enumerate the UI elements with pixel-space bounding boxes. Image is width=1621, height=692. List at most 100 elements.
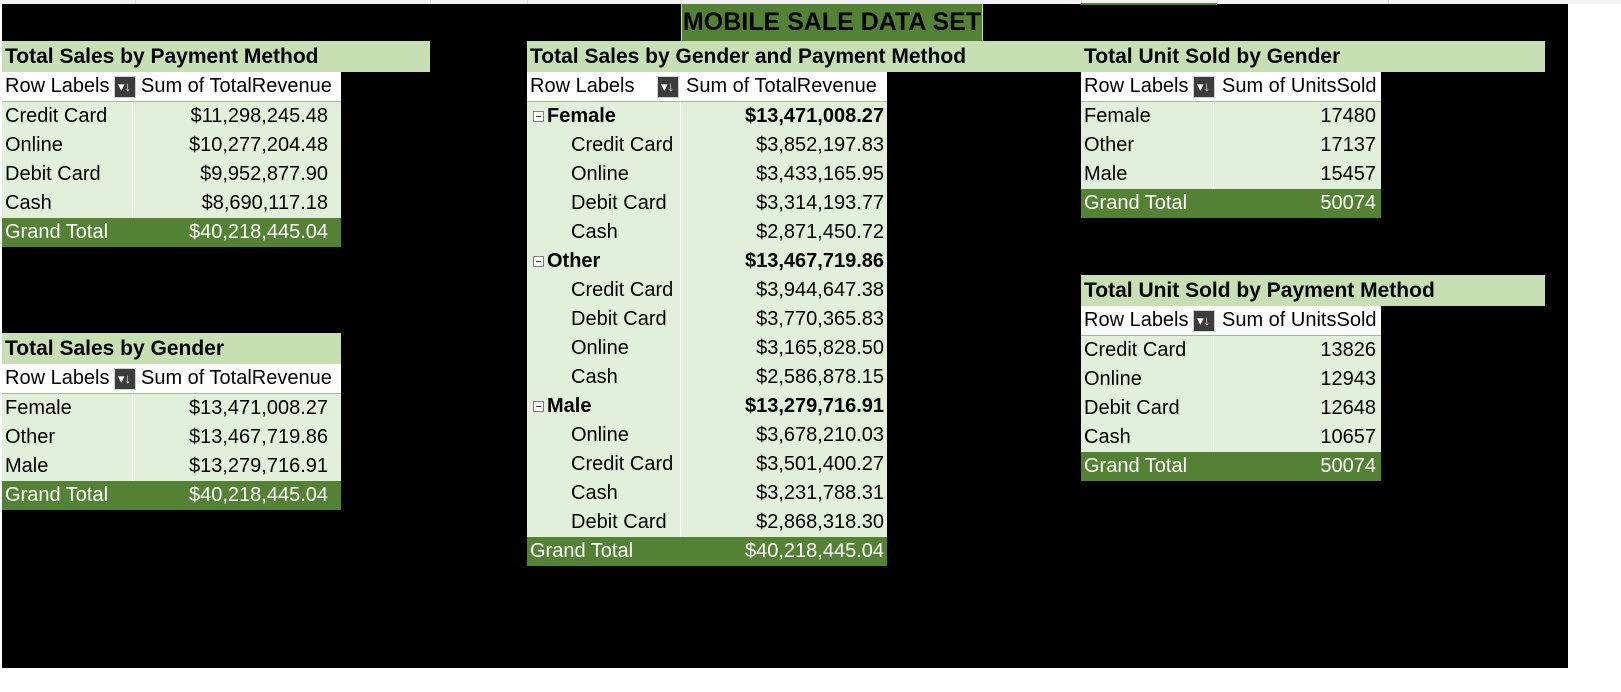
pivot-sales-by-gender[interactable]: Total Sales by Gender Row Labels ▾↓ Sum … <box>2 333 341 510</box>
data-row[interactable]: Online $10,277,204.48 <box>2 131 341 160</box>
pivot-sales-by-gender-and-payment[interactable]: Total Sales by Gender and Payment Method… <box>527 41 1081 566</box>
grand-total-row[interactable]: Grand Total $40,218,445.04 <box>2 218 341 247</box>
grand-total-row[interactable]: Grand Total $40,218,445.04 <box>527 537 887 566</box>
data-row[interactable]: Credit Card 13826 <box>1081 336 1381 365</box>
row-label-cell[interactable]: Debit Card <box>527 189 681 218</box>
value-cell[interactable]: $3,852,197.83 <box>756 134 884 156</box>
data-row[interactable]: Male 15457 <box>1081 160 1381 189</box>
data-row[interactable]: Credit Card $3,852,197.83 <box>527 131 887 160</box>
value-cell[interactable]: 50074 <box>1320 455 1376 477</box>
pivot-title[interactable]: Total Sales by Gender <box>2 333 341 364</box>
row-label-cell[interactable]: Credit Card <box>527 276 681 305</box>
row-labels-header[interactable]: Row Labels ▾↓ <box>2 72 139 101</box>
value-header[interactable]: Sum of TotalRevenue <box>686 75 877 97</box>
value-cell[interactable]: 15457 <box>1320 163 1376 185</box>
row-label-cell[interactable]: Online <box>1081 365 1214 394</box>
data-row[interactable]: Debit Card $9,952,877.90 <box>2 160 341 189</box>
data-row[interactable]: Other $13,467,719.86 <box>2 423 341 452</box>
value-cell[interactable]: $40,218,445.04 <box>744 540 884 562</box>
pivot-units-by-payment[interactable]: Total Unit Sold by Payment Method Row La… <box>1081 275 1545 481</box>
row-labels-header[interactable]: Row Labels ▾↓ <box>527 72 684 101</box>
data-row[interactable]: Debit Card $3,314,193.77 <box>527 189 887 218</box>
collapse-minus-icon[interactable] <box>533 401 544 413</box>
data-row[interactable]: Male $13,279,716.91 <box>2 452 341 481</box>
collapse-minus-icon[interactable] <box>533 111 544 123</box>
data-row[interactable]: Online 12943 <box>1081 365 1381 394</box>
row-label-cell[interactable]: Grand Total <box>1081 189 1214 218</box>
value-cell[interactable]: $3,231,788.31 <box>756 482 884 504</box>
value-cell[interactable]: $9,952,877.90 <box>200 163 328 185</box>
pivot-title[interactable]: Total Unit Sold by Payment Method <box>1081 275 1545 306</box>
value-cell[interactable]: $3,433,165.95 <box>756 163 884 185</box>
pivot-title[interactable]: Total Sales by Gender and Payment Method <box>527 41 1081 72</box>
value-cell[interactable]: $13,471,008.27 <box>744 105 884 127</box>
value-cell[interactable]: $3,314,193.77 <box>756 192 884 214</box>
value-cell[interactable]: $2,871,450.72 <box>756 221 884 243</box>
data-row[interactable]: Cash 10657 <box>1081 423 1381 452</box>
data-row[interactable]: Debit Card $3,770,365.83 <box>527 305 887 334</box>
data-row[interactable]: Credit Card $11,298,245.48 <box>2 102 341 131</box>
row-label-cell[interactable]: Cash <box>527 218 681 247</box>
row-labels-header[interactable]: Row Labels ▾↓ <box>1081 306 1220 335</box>
row-label-cell[interactable]: Debit Card <box>527 508 681 537</box>
value-cell[interactable]: $40,218,445.04 <box>188 221 328 243</box>
value-cell[interactable]: $2,868,318.30 <box>756 511 884 533</box>
data-row[interactable]: Other 17137 <box>1081 131 1381 160</box>
data-row[interactable]: Female $13,471,008.27 <box>2 394 341 423</box>
row-label-cell[interactable]: Cash <box>1081 423 1214 452</box>
filter-dropdown-icon[interactable]: ▾↓ <box>113 75 136 98</box>
value-cell[interactable]: $3,165,828.50 <box>756 337 884 359</box>
row-label-cell[interactable]: Credit Card <box>2 102 133 131</box>
row-label-cell[interactable]: Credit Card <box>1081 336 1214 365</box>
pivot-title[interactable]: Total Sales by Payment Method <box>2 41 430 72</box>
row-label-cell[interactable]: Female <box>1081 102 1214 131</box>
data-row[interactable]: Debit Card $2,868,318.30 <box>527 508 887 537</box>
value-cell[interactable]: $3,770,365.83 <box>756 308 884 330</box>
row-label-cell[interactable]: Credit Card <box>527 131 681 160</box>
row-label-cell[interactable]: Male <box>2 452 133 481</box>
row-label-cell[interactable]: Credit Card <box>527 450 681 479</box>
row-label-cell[interactable]: Online <box>527 421 681 450</box>
row-label-cell[interactable]: Debit Card <box>2 160 133 189</box>
row-labels-header[interactable]: Row Labels ▾↓ <box>1081 72 1220 101</box>
data-row[interactable]: Cash $2,871,450.72 <box>527 218 887 247</box>
value-cell[interactable]: $13,467,719.86 <box>188 426 328 448</box>
data-row[interactable]: Online $3,165,828.50 <box>527 334 887 363</box>
value-cell[interactable]: $10,277,204.48 <box>188 134 328 156</box>
group-row[interactable]: Male $13,279,716.91 <box>527 392 887 421</box>
row-label-cell[interactable]: Online <box>527 160 681 189</box>
value-header[interactable]: Sum of UnitsSold <box>1222 75 1377 97</box>
row-labels-header[interactable]: Row Labels ▾↓ <box>2 364 139 393</box>
value-cell[interactable]: $13,279,716.91 <box>744 395 884 417</box>
data-row[interactable]: Cash $3,231,788.31 <box>527 479 887 508</box>
filter-dropdown-icon[interactable]: ▾↓ <box>113 367 136 390</box>
value-header[interactable]: Sum of TotalRevenue <box>141 367 332 389</box>
data-row[interactable]: Online $3,433,165.95 <box>527 160 887 189</box>
row-label-cell[interactable]: Male <box>1081 160 1214 189</box>
value-cell[interactable]: $2,586,878.15 <box>756 366 884 388</box>
value-cell[interactable]: $11,298,245.48 <box>190 105 328 127</box>
value-cell[interactable]: 10657 <box>1320 426 1376 448</box>
row-label-cell[interactable]: Debit Card <box>527 305 681 334</box>
row-label-cell[interactable]: Grand Total <box>2 218 133 247</box>
data-row[interactable]: Cash $2,586,878.15 <box>527 363 887 392</box>
pivot-title[interactable]: Total Unit Sold by Gender <box>1081 41 1545 72</box>
value-cell[interactable]: 17137 <box>1320 134 1376 156</box>
row-label-cell[interactable]: Other <box>2 423 133 452</box>
value-cell[interactable]: $8,690,117.18 <box>201 192 328 214</box>
row-label-cell[interactable]: Grand Total <box>527 537 681 566</box>
value-cell[interactable]: $3,678,210.03 <box>756 424 884 446</box>
value-cell[interactable]: 13826 <box>1320 339 1376 361</box>
row-label-cell[interactable]: Cash <box>2 189 133 218</box>
filter-dropdown-icon[interactable]: ▾↓ <box>1192 75 1215 98</box>
value-cell[interactable]: 50074 <box>1320 192 1376 214</box>
value-cell[interactable]: 12648 <box>1320 397 1376 419</box>
value-header[interactable]: Sum of UnitsSold <box>1222 309 1377 331</box>
row-label-cell[interactable]: Debit Card <box>1081 394 1214 423</box>
data-row[interactable]: Cash $8,690,117.18 <box>2 189 341 218</box>
value-header[interactable]: Sum of TotalRevenue <box>141 75 332 97</box>
value-cell[interactable]: $40,218,445.04 <box>188 484 328 506</box>
value-cell[interactable]: $3,501,400.27 <box>756 453 884 475</box>
value-cell[interactable]: 12943 <box>1320 368 1376 390</box>
filter-dropdown-icon[interactable]: ▾↓ <box>1192 309 1215 332</box>
